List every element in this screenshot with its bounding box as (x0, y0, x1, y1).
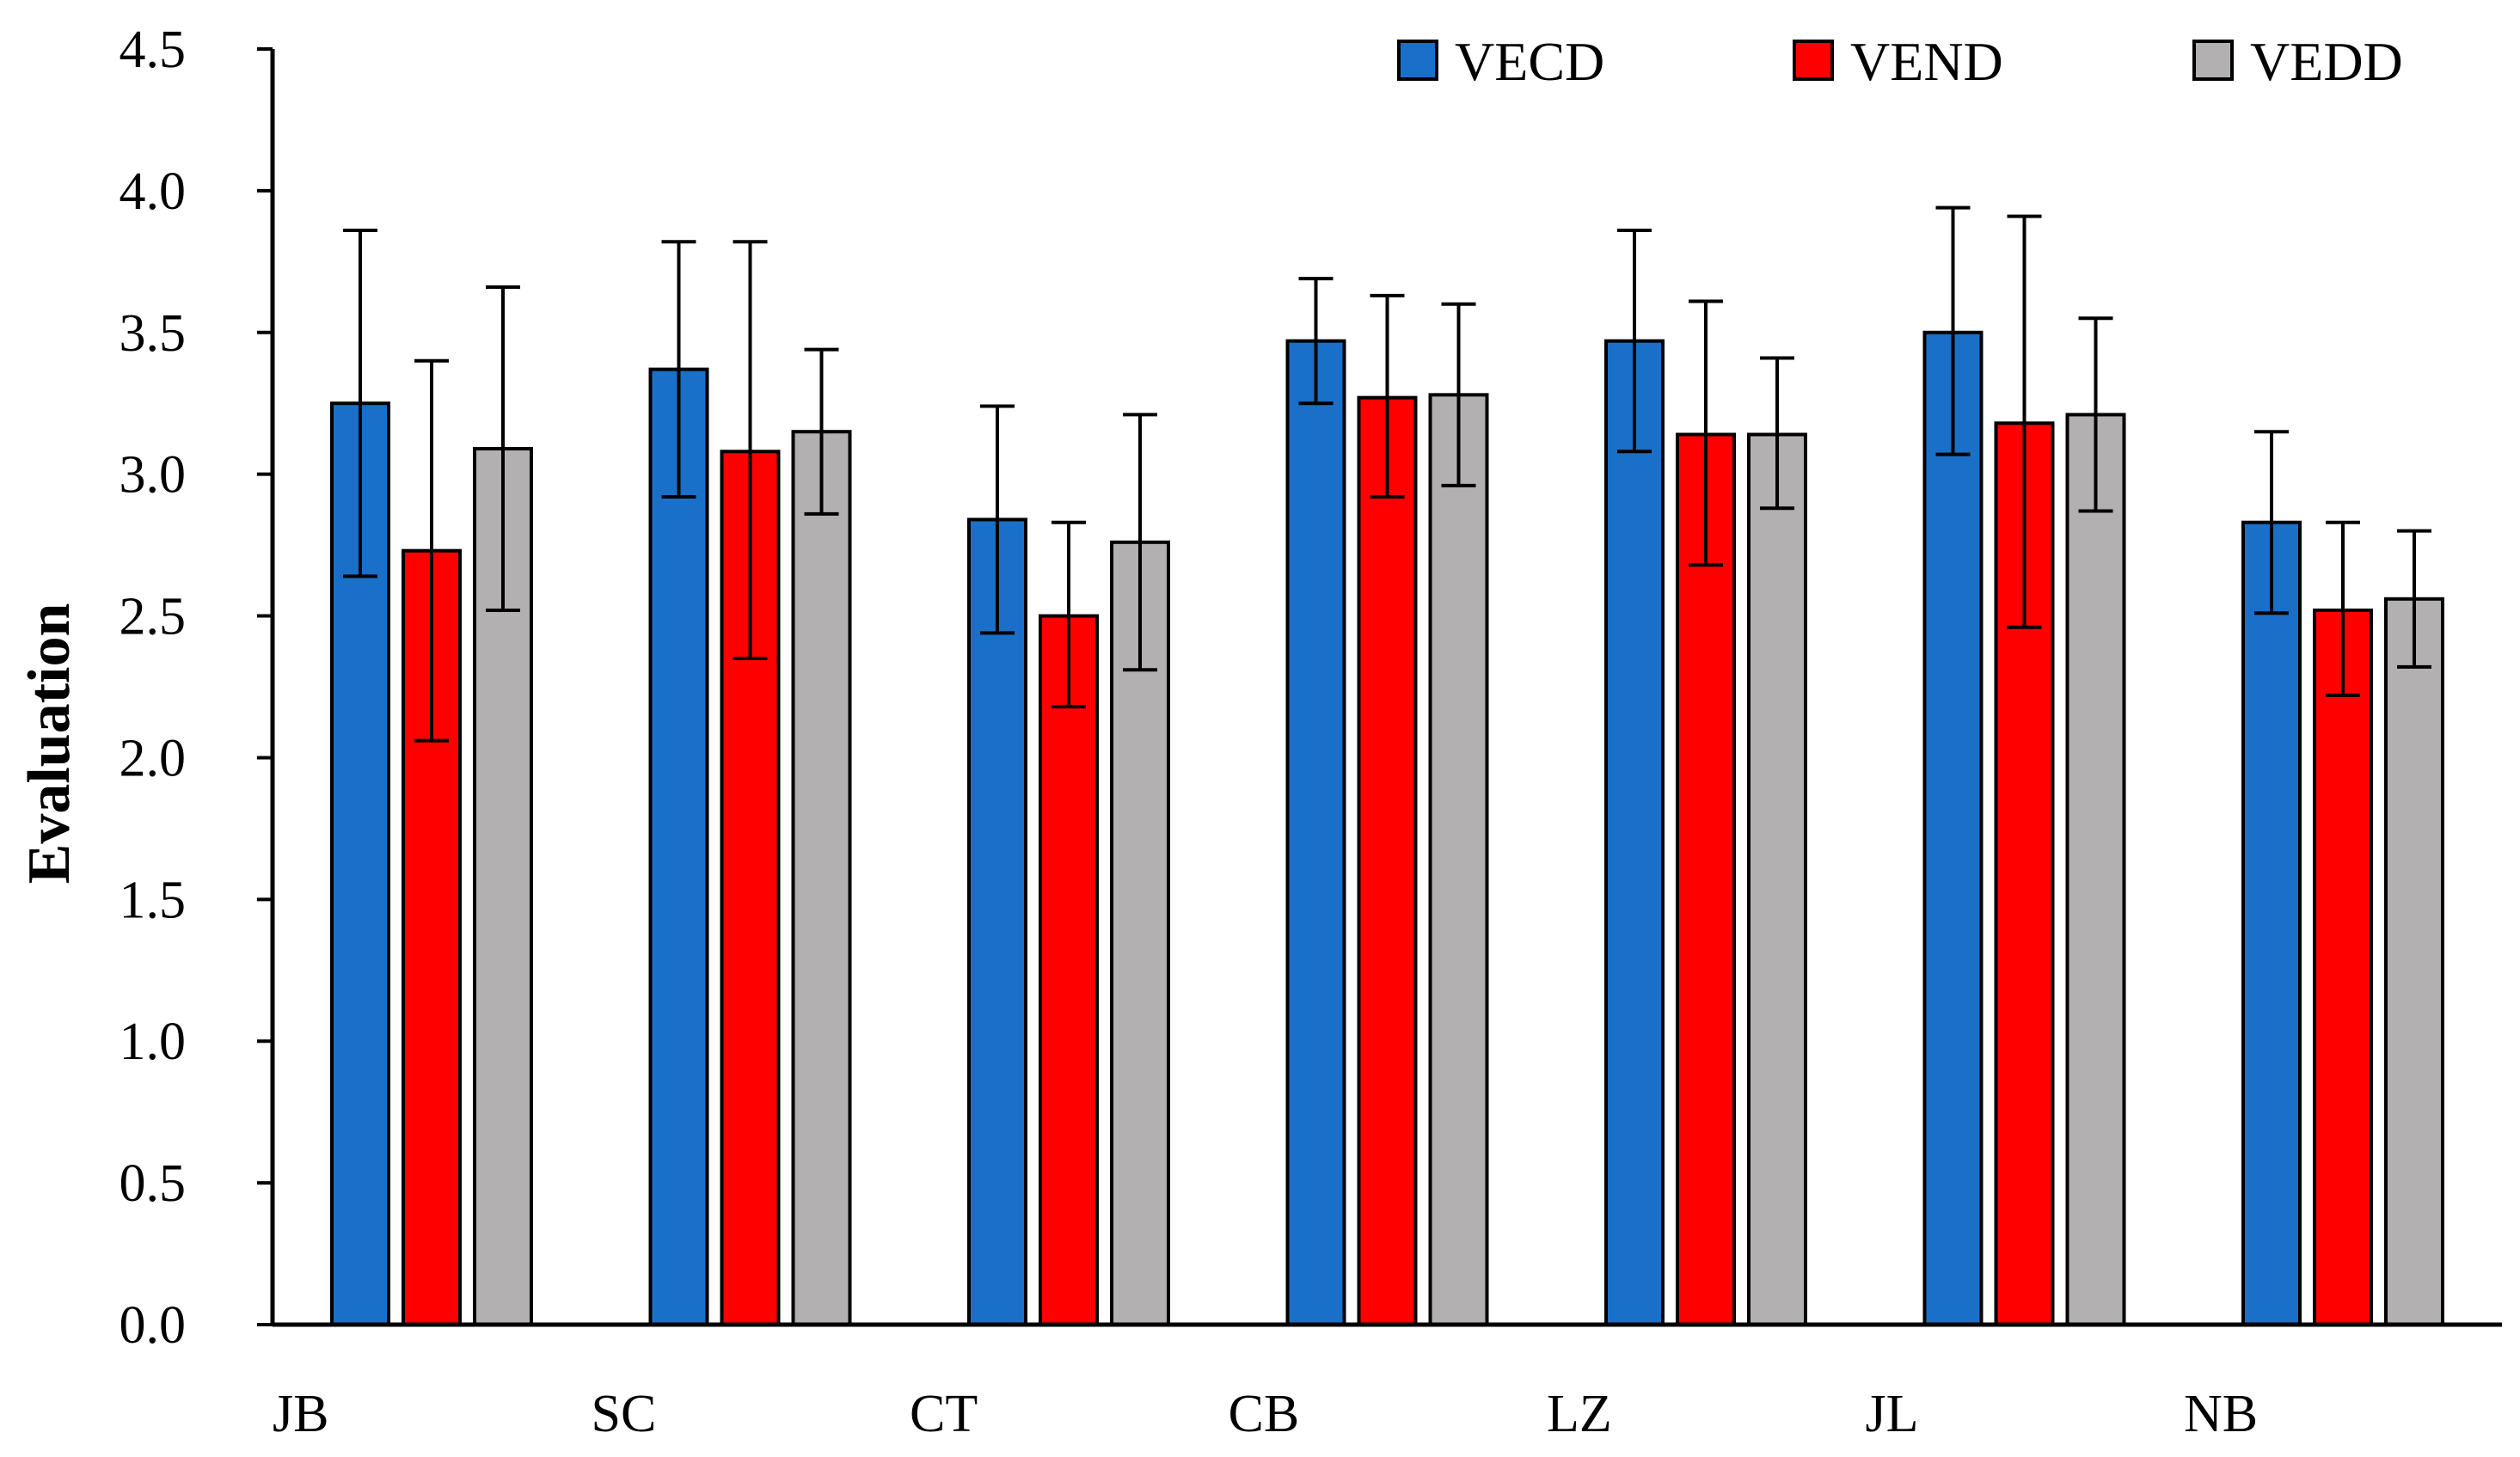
bar-vedd-cb (1428, 393, 1489, 1327)
y-tick-label: 4.5 (120, 21, 187, 79)
bar-vecd-sc (648, 367, 709, 1326)
y-tick-label: 4.0 (120, 162, 187, 221)
legend-label-vecd: VECD (1455, 31, 1604, 92)
y-tick-label: 3.5 (120, 304, 187, 363)
bar-vedd-ct (1110, 540, 1170, 1326)
y-tick-label: 2.0 (120, 729, 187, 787)
axes (270, 49, 2502, 1327)
x-tick-label-lz: LZ (1547, 1385, 1612, 1443)
x-tick-label-cb: CB (1229, 1385, 1300, 1443)
y-axis-title: Evaluation (16, 603, 83, 885)
y-tick-label: 3.0 (120, 446, 187, 505)
legend-label-vedd: VEDD (2250, 31, 2403, 92)
y-tick-label: 1.5 (120, 871, 187, 929)
x-tick-label-ct: CT (910, 1385, 978, 1443)
x-tick-label-jb: JB (273, 1385, 328, 1443)
bar-vecd-cb (1285, 339, 1346, 1326)
bar-vedd-nb (2384, 597, 2444, 1326)
legend-swatch-vecd (1397, 40, 1438, 81)
legend-swatch-vend (1793, 40, 1834, 81)
y-tick-label: 2.5 (120, 588, 187, 646)
x-tick-label-jl: JL (1866, 1385, 1919, 1443)
bar-vend-nb (2313, 608, 2373, 1326)
bar-vend-ct (1039, 614, 1099, 1326)
bar-vedd-lz (1747, 432, 1807, 1326)
legend-swatch-vedd (2192, 40, 2234, 81)
bar-vecd-lz (1604, 339, 1665, 1326)
bar-vend-cb (1357, 395, 1418, 1326)
y-axis-ticks: 0.0 0.5 1.0 1.5 2.0 2.5 3.0 3.5 4.0 4.5 (120, 21, 273, 1355)
x-tick-label-sc: SC (592, 1385, 657, 1443)
bar-vend-lz (1676, 432, 1736, 1326)
bar-vecd-jl (1922, 330, 1984, 1326)
y-tick-label: 0.5 (120, 1154, 187, 1213)
x-axis-tick-labels: JB SC CT CB LZ JL NB (273, 1385, 2258, 1443)
y-tick-label: 0.0 (120, 1296, 187, 1355)
bar-vedd-jl (2065, 413, 2126, 1326)
bar-vecd-nb (2241, 520, 2302, 1326)
legend-label-vend: VEND (1850, 31, 2003, 92)
y-tick-label: 1.0 (120, 1013, 187, 1071)
x-tick-label-nb: NB (2184, 1385, 2258, 1443)
bar-vecd-ct (967, 517, 1027, 1326)
bar-vedd-sc (791, 430, 852, 1327)
error-bars (343, 205, 2431, 743)
legend: VECD VEND VEDD (1397, 31, 2403, 92)
